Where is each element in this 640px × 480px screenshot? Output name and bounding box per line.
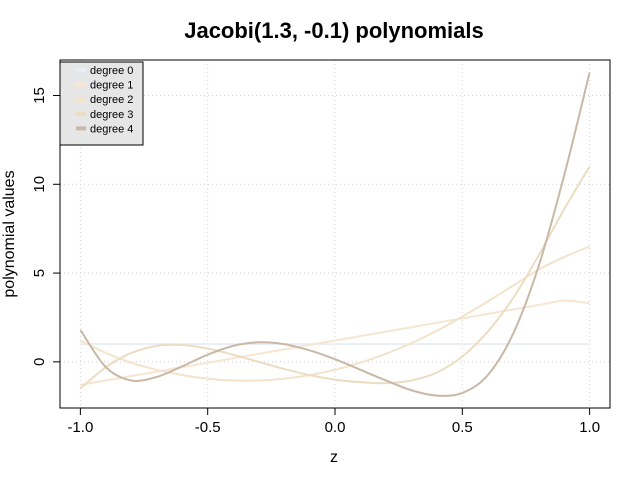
x-axis: -1.0 -0.5 0.0 0.5 1.0 xyxy=(67,408,600,436)
series-line-degree-1 xyxy=(80,299,590,386)
y-tick-label: 10 xyxy=(31,176,48,193)
y-tick-label: 5 xyxy=(31,269,48,277)
series-line-degree-3 xyxy=(79,166,591,390)
legend-label-0: degree 0 xyxy=(90,65,133,77)
legend-label-4: degree 4 xyxy=(90,123,133,135)
y-tick-label: 0 xyxy=(31,358,48,366)
legend-box xyxy=(59,61,144,146)
y-tick-label: 15 xyxy=(31,87,48,104)
y-axis: 0 5 10 15 xyxy=(31,87,60,366)
y-axis-label: polynomial values xyxy=(1,170,18,297)
legend: degree 0 degree 1 degree 2 degree 3 degree 4 xyxy=(59,61,144,146)
x-tick-label: -1.0 xyxy=(67,419,93,436)
legend-label-2: degree 2 xyxy=(90,94,133,106)
x-tick-label: 0.0 xyxy=(325,419,346,436)
chart-title: Jacobi(1.3, -0.1) polynomials xyxy=(184,18,484,43)
series-lines xyxy=(79,72,591,397)
x-tick-label: -0.5 xyxy=(195,419,221,436)
series-line-degree-4 xyxy=(79,72,591,397)
legend-label-3: degree 3 xyxy=(90,109,133,121)
x-tick-label: 1.0 xyxy=(579,419,600,436)
x-axis-label: z xyxy=(330,449,338,466)
x-tick-label: 0.5 xyxy=(452,419,473,436)
legend-label-1: degree 1 xyxy=(90,80,133,92)
series-line-degree-2 xyxy=(79,245,591,382)
